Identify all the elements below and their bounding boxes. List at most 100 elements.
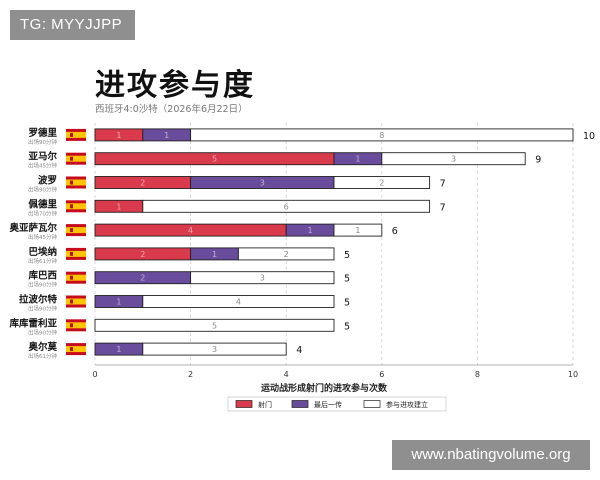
- total-value-label: 5: [344, 250, 350, 261]
- total-value-label: 4: [296, 345, 302, 356]
- segment-value-label: 1: [164, 131, 169, 140]
- x-tick-label: 4: [284, 370, 289, 379]
- total-value-label: 10: [583, 131, 595, 142]
- spain-flag-emblem: [70, 275, 73, 280]
- total-value-label: 7: [440, 202, 446, 213]
- bar-segment: [142, 199, 431, 213]
- player-name: 奥尔莫: [27, 341, 57, 353]
- spain-flag-emblem: [70, 180, 73, 185]
- player-minutes: 出场45分钟: [28, 233, 57, 241]
- spain-flag-band: [66, 298, 86, 305]
- player-minutes: 出场90分钟: [28, 186, 57, 194]
- spain-flag-emblem: [70, 204, 73, 209]
- player-name: 佩德里: [28, 198, 57, 210]
- segment-value-label: 1: [308, 226, 313, 235]
- segment-value-label: 8: [379, 131, 384, 140]
- player-name: 库库雷利亚: [8, 317, 57, 329]
- player-minutes: 出场61分钟: [28, 257, 57, 265]
- total-value-label: 6: [392, 226, 398, 237]
- player-minutes: 出场90分钟: [28, 138, 57, 146]
- segment-value-label: 2: [140, 250, 145, 259]
- x-tick-label: 2: [188, 370, 193, 379]
- spain-flag-band: [66, 322, 86, 329]
- spain-flag-band: [66, 131, 86, 138]
- segment-value-label: 2: [284, 250, 289, 259]
- segment-value-label: 1: [355, 226, 360, 235]
- bar-segment: [94, 318, 335, 332]
- x-tick-label: 8: [475, 370, 480, 379]
- legend-box: [227, 396, 447, 412]
- spain-flag-emblem: [70, 347, 73, 352]
- spain-flag-emblem: [70, 299, 73, 304]
- spain-flag-emblem: [70, 323, 73, 328]
- x-axis-label: 运动战形成射门的进攻参与次数: [261, 382, 388, 394]
- segment-value-label: 4: [236, 298, 241, 307]
- total-value-label: 5: [344, 298, 350, 309]
- spain-flag-band: [66, 155, 86, 162]
- player-minutes: 出场90分钟: [28, 328, 57, 336]
- spain-flag-emblem: [70, 156, 73, 161]
- player-name: 库巴西: [27, 270, 57, 282]
- spain-flag-band: [66, 274, 86, 281]
- player-minutes: 出场61分钟: [28, 352, 57, 360]
- spain-flag-emblem: [70, 132, 73, 137]
- segment-value-label: 1: [116, 345, 121, 354]
- total-value-label: 5: [344, 274, 350, 285]
- player-name: 拉波尔特: [19, 294, 58, 306]
- bar-segment: [190, 128, 574, 142]
- total-value-label: 9: [535, 155, 541, 166]
- bar-segment: [142, 342, 287, 356]
- segment-value-label: 1: [212, 250, 217, 259]
- spain-flag-band: [66, 346, 86, 353]
- spain-flag-band: [66, 227, 86, 234]
- player-minutes: 出场90分钟: [28, 305, 57, 313]
- spain-flag-band: [66, 250, 86, 257]
- legend-label: 射门: [258, 400, 272, 409]
- segment-value-label: 2: [140, 179, 145, 188]
- legend-swatch: [235, 400, 253, 408]
- x-tick-label: 0: [92, 370, 97, 379]
- player-minutes: 出场90分钟: [28, 281, 57, 289]
- segment-value-label: 5: [212, 155, 217, 164]
- player-minutes: 出场45分钟: [28, 162, 57, 170]
- segment-value-label: 1: [116, 202, 121, 211]
- bar-segment: [381, 152, 526, 166]
- bar-segment: [142, 295, 335, 308]
- segment-value-label: 5: [212, 321, 217, 330]
- bar-segment: [237, 247, 335, 261]
- segment-value-label: 2: [379, 179, 384, 188]
- segment-value-label: 1: [116, 298, 121, 307]
- legend-label: 参与进攻建立: [386, 400, 428, 409]
- total-value-label: 7: [440, 179, 446, 190]
- player-name: 巴埃纳: [28, 246, 57, 258]
- legend-label: 最后一传: [314, 400, 342, 409]
- spain-flag-emblem: [70, 251, 73, 256]
- legend-swatch: [291, 400, 309, 408]
- player-minutes: 出场70分钟: [28, 209, 57, 217]
- player-name: 波罗: [38, 175, 57, 187]
- spain-flag-band: [66, 203, 86, 210]
- bar-segment: [333, 223, 383, 237]
- x-tick-label: 10: [568, 370, 578, 379]
- segment-value-label: 6: [284, 202, 289, 211]
- watermark-bottom: www.nbatingvolume.org: [392, 440, 590, 470]
- total-value-label: 5: [344, 321, 350, 332]
- bar-segment: [190, 271, 335, 285]
- segment-value-label: 3: [212, 345, 217, 354]
- segment-value-label: 3: [260, 179, 265, 188]
- player-name: 奥亚萨瓦尔: [8, 222, 57, 234]
- bar-segment: [333, 176, 431, 189]
- segment-value-label: 4: [188, 226, 193, 235]
- player-name: 亚马尔: [28, 151, 57, 163]
- segment-value-label: 1: [116, 131, 121, 140]
- segment-value-label: 2: [140, 274, 145, 283]
- x-tick-label: 6: [379, 370, 384, 379]
- segment-value-label: 3: [451, 155, 456, 164]
- segment-value-label: 1: [355, 155, 360, 164]
- segment-value-label: 3: [260, 274, 265, 283]
- player-name: 罗德里: [28, 127, 57, 139]
- chart-subtitle: 西班牙4:0沙特（2026年6月22日）: [95, 104, 248, 115]
- chart-title: 进攻参与度: [95, 68, 255, 103]
- spain-flag-band: [66, 179, 86, 186]
